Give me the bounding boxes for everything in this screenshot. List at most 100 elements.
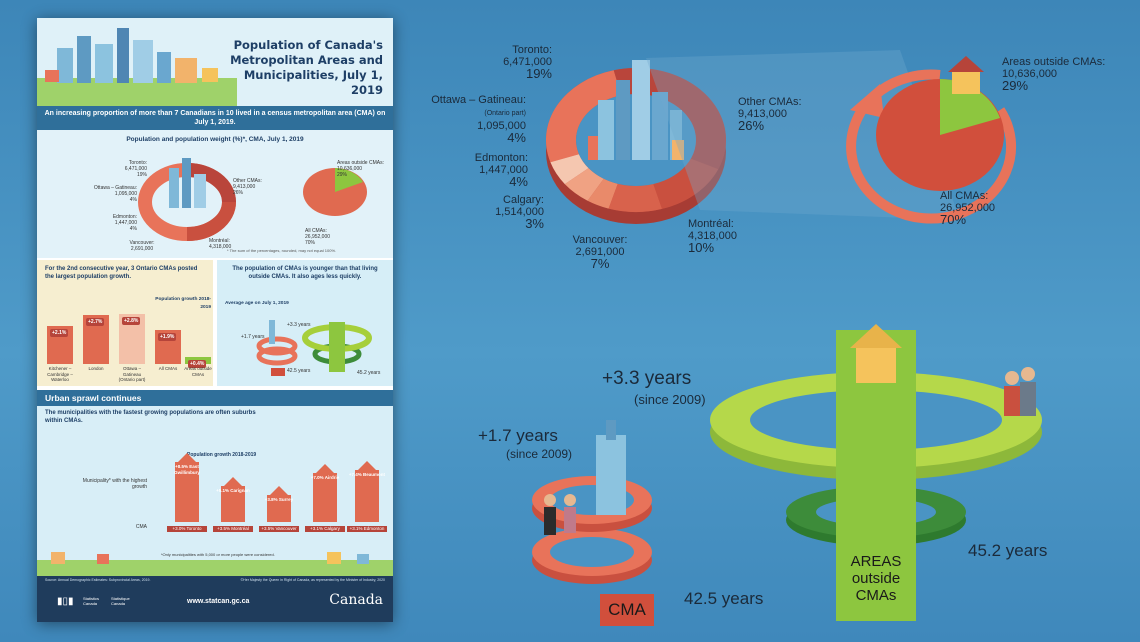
cma-tower bbox=[596, 435, 626, 515]
sprawl-muni-bar bbox=[355, 470, 379, 522]
poster-cma-increase: +1.7 years bbox=[241, 334, 265, 340]
poster-label-other: Other CMAs: 9,413,000 26% bbox=[233, 178, 262, 196]
poster-header: Population of Canada's Metropolitan Area… bbox=[37, 18, 393, 106]
person-icon bbox=[544, 494, 556, 506]
growth-label: Kitchener – Cambridge – Waterloo bbox=[47, 366, 73, 382]
growth-subtitle: Population growth 2018-2019 bbox=[155, 297, 211, 310]
pie-arrow-head bbox=[850, 84, 884, 118]
sprawl-muni-bar bbox=[221, 486, 245, 522]
donut-segment-0 bbox=[546, 70, 622, 163]
label-all-cmas: All CMAs: 26,952,000 70% bbox=[940, 190, 996, 227]
poster-label-outside: Areas outside CMAs: 10,636,000 29% bbox=[337, 160, 384, 178]
skyline-tower-1 bbox=[598, 100, 614, 160]
agency-fr: Statistique Canada bbox=[111, 596, 130, 606]
sprawl-subtitle: Population growth 2018-2019 bbox=[187, 452, 257, 458]
poster-donut-chart bbox=[138, 158, 367, 241]
sprawl-cma-value: +3.5% Montréal bbox=[213, 526, 253, 532]
outside-age: 45.2 years bbox=[968, 541, 1048, 560]
cma-tag: CMA bbox=[600, 594, 654, 626]
infographic-poster: Population of Canada's Metropolitan Area… bbox=[37, 18, 393, 622]
sprawl-muni-value: +3.8% Surrey bbox=[264, 497, 294, 502]
label-areas-outside: Areas outside CMAs: 10,636,000 29% bbox=[1002, 56, 1106, 93]
label-other-cmas: Other CMAs: 9,413,000 26% bbox=[738, 96, 802, 133]
poster-out-age: 45.2 years bbox=[357, 370, 381, 376]
growth-value: +2.8% bbox=[122, 317, 141, 325]
poster-label-vancouver: Vancouver: 2,691,000 bbox=[129, 240, 155, 252]
sprawl-muni-value: +7.4% Beaumont bbox=[348, 472, 386, 477]
growth-value: +2.1% bbox=[50, 329, 69, 337]
poster-label-all-cmas: All CMAs: 26,952,000 70% bbox=[305, 228, 331, 246]
age-subtitle: Average age on July 1, 2019 bbox=[225, 301, 289, 306]
poster-label-ottawa: Ottawa – Gatineau: 1,095,000 4% bbox=[93, 185, 137, 203]
poster-label-edmonton: Edmonton: 1,447,000 4% bbox=[112, 214, 137, 232]
sprawl-muni-bar bbox=[267, 495, 291, 522]
outside-house-icon bbox=[856, 345, 896, 383]
out-since: (since 2009) bbox=[634, 392, 706, 407]
out-increase: +3.3 years bbox=[602, 368, 692, 389]
growth-arrow-icon bbox=[316, 464, 334, 473]
donut-segment-5 bbox=[653, 158, 719, 209]
growth-value: +2.7% bbox=[86, 318, 105, 326]
sprawl-muni-label: Municipality* with the highest growth bbox=[82, 478, 147, 490]
growth-label: All CMAs bbox=[158, 366, 178, 371]
sprawl-text: The municipalities with the fastest grow… bbox=[45, 410, 256, 424]
statcan-url[interactable]: www.statcan.gc.ca bbox=[187, 598, 250, 605]
age-title: The population of CMAs is younger than t… bbox=[232, 266, 378, 280]
donut-segment-1 bbox=[550, 154, 589, 185]
growth-value: +1.9% bbox=[158, 333, 177, 341]
sprawl-cma-value: +3.0% Toronto bbox=[167, 526, 207, 532]
label-ottawa: Ottawa – Gatineau: (Ontario part) 1,095,00… bbox=[431, 94, 526, 145]
elderly-person-icon bbox=[1005, 371, 1019, 385]
growth-title: For the 2nd consecutive year, 3 Ontario … bbox=[45, 266, 198, 280]
sprawl-muni-value: +7.0% Airdrie bbox=[310, 475, 340, 480]
label-edmonton: Edmonton: 1,447,000 4% bbox=[474, 152, 528, 189]
sprawl-muni-value: +8.5% East Gwillimbury bbox=[174, 464, 200, 475]
skyline-tower-3 bbox=[632, 60, 650, 160]
poster-sprawl-panel: The municipalities with the fastest grow… bbox=[37, 406, 393, 576]
growth-arrow-icon bbox=[270, 486, 288, 495]
sprawl-muni-bar bbox=[175, 462, 199, 522]
sprawl-cma-value: +3.1% Edmonton bbox=[347, 526, 387, 532]
growth-arrow-icon bbox=[178, 453, 196, 462]
skyline-house-1 bbox=[588, 136, 598, 160]
label-toronto: Toronto: 6,471,000 19% bbox=[503, 44, 552, 81]
poster-intro: An increasing proportion of more than 7 … bbox=[37, 106, 393, 130]
sprawl-heading: Urban sprawl continues bbox=[37, 390, 393, 406]
elderly-person-icon bbox=[1021, 367, 1035, 381]
cma-increase: +1.7 years bbox=[478, 426, 558, 445]
label-calgary: Calgary: 1,514,000 3% bbox=[495, 194, 544, 231]
poster-cma-age: 42.5 years bbox=[287, 368, 311, 374]
poster-label-toronto: Toronto: 6,471,000 19% bbox=[124, 160, 147, 178]
label-montreal: Montréal: 4,318,000 10% bbox=[688, 218, 737, 255]
house-icon bbox=[952, 70, 980, 94]
outside-tag: AREAS outside CMAs bbox=[836, 551, 916, 621]
sprawl-cma-label: CMA bbox=[135, 524, 147, 530]
suburb-illustration bbox=[37, 552, 393, 576]
sprawl-muni-bar bbox=[313, 473, 337, 522]
agency-en: Statistics Canada bbox=[83, 596, 100, 606]
poster-chart-title: Population and population weight (%)*, C… bbox=[126, 136, 304, 143]
poster-age-panel: The population of CMAs is younger than t… bbox=[217, 260, 393, 386]
donut-segment-4 bbox=[608, 183, 662, 212]
poster-population-chart: Population and population weight (%)*, C… bbox=[37, 130, 393, 258]
cma-age: 42.5 years bbox=[684, 589, 764, 608]
growth-label: Ottawa – Gatineau (Ontario part) bbox=[118, 366, 146, 382]
skyline-tower-4 bbox=[652, 92, 668, 160]
donut-segment-2 bbox=[564, 168, 604, 201]
sprawl-cma-value: +3.1% Calgary bbox=[305, 526, 345, 532]
skyline-house-2 bbox=[672, 140, 684, 160]
poster-growth-panel: For the 2nd consecutive year, 3 Ontario … bbox=[37, 260, 213, 386]
growth-arrow-icon bbox=[224, 477, 242, 486]
donut-segment-3 bbox=[587, 178, 618, 209]
sprawl-cma-value: +3.5% Vancouver bbox=[259, 526, 299, 532]
poster-footnote: * The sum of the percentages, rounded, m… bbox=[227, 248, 337, 253]
poster-footer: Source: Annual Demographic Estimates: Su… bbox=[37, 576, 393, 622]
poster-label-montreal: Montréal: 4,318,000 bbox=[209, 238, 232, 250]
growth-value: +0.4% bbox=[188, 360, 207, 368]
canada-flag-icon: ▮▯▮ bbox=[57, 596, 74, 607]
sprawl-muni-value: +5.1% Carignan bbox=[216, 488, 250, 493]
city-skyline-illustration bbox=[37, 28, 237, 106]
poster-out-increase: +3.3 years bbox=[287, 322, 311, 328]
cma-since: (since 2009) bbox=[506, 447, 573, 461]
